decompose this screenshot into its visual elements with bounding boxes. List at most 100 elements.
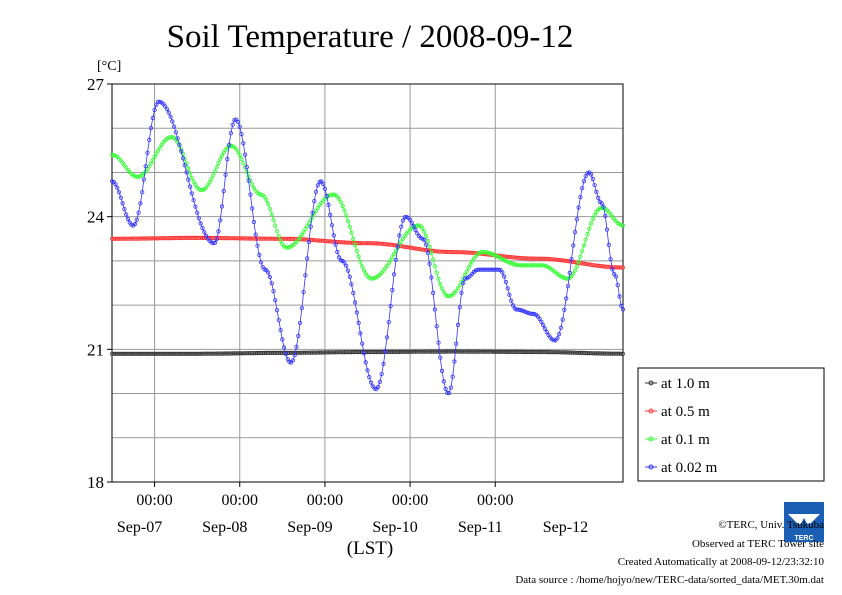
data-point (429, 275, 434, 280)
data-point (347, 224, 352, 229)
data-point (219, 153, 225, 158)
data-point (352, 300, 358, 305)
data-point (212, 169, 217, 174)
data-point (587, 226, 592, 231)
data-point (423, 233, 429, 238)
data-point (331, 192, 336, 197)
data-point (241, 161, 246, 166)
data-point (562, 307, 567, 312)
data-point (468, 262, 473, 267)
data-point (454, 341, 459, 346)
data-point (237, 153, 242, 158)
data-point (551, 338, 556, 343)
data-point (542, 263, 548, 268)
data-point (430, 290, 436, 295)
x-tick-label: 00:00 (307, 492, 343, 509)
data-point (120, 201, 125, 206)
data-point (143, 164, 148, 169)
data-point (172, 124, 177, 129)
data-point (113, 182, 118, 187)
data-point (361, 351, 367, 356)
legend-label: at 0.02 m (661, 460, 718, 476)
data-point (572, 230, 578, 235)
data-point (578, 254, 583, 259)
x-axis: 00:00 00:00 00:00 00:00 00:00 Sep-07 Sep-08 Sep… (117, 482, 588, 536)
legend: at 1.0 m at 0.5 m at 0.1 m at 0.02 m (645, 376, 718, 476)
y-tick-label: 24 (87, 208, 105, 227)
data-point (367, 374, 372, 380)
data-point (615, 282, 620, 288)
data-point (345, 219, 351, 224)
data-point (336, 255, 342, 260)
data-point (209, 177, 214, 182)
data-point (432, 307, 437, 312)
data-point (564, 296, 569, 301)
data-point (590, 216, 595, 222)
data-point (182, 163, 187, 168)
data-point (496, 267, 501, 272)
data-point (200, 226, 205, 231)
data-point (525, 310, 530, 315)
data-point (441, 379, 446, 384)
data-point (278, 327, 283, 333)
data-point (619, 303, 624, 308)
data-point (243, 152, 248, 157)
date-label: Sep-10 (372, 519, 417, 536)
data-point (134, 217, 139, 222)
data-point (565, 283, 571, 289)
copyright-text: ©TERC, Univ. Tsukuba (718, 519, 824, 531)
data-point (438, 355, 443, 360)
data-point (227, 142, 232, 147)
data-point (610, 267, 615, 272)
data-point (360, 341, 365, 346)
data-point (407, 217, 413, 222)
data-point (434, 270, 439, 275)
data-point (122, 207, 127, 212)
data-point (202, 230, 207, 235)
data-point (542, 326, 548, 331)
series-line (111, 101, 624, 394)
date-label: Sep-11 (458, 519, 503, 536)
terc-logo: TERC (784, 502, 824, 542)
created-text: Created Automatically at 2008-09-12/23:3… (617, 556, 824, 568)
data-point (383, 349, 388, 354)
y-tick-label: 18 (87, 473, 104, 492)
data-point (434, 324, 439, 329)
data-point (457, 283, 462, 288)
data-point (223, 172, 228, 177)
data-point (221, 188, 226, 194)
data-point (124, 212, 129, 217)
data-point (228, 131, 233, 136)
data-point (216, 229, 221, 234)
legend-label: at 0.5 m (661, 404, 710, 420)
data-point (250, 182, 255, 187)
series-4 (109, 99, 626, 396)
data-point (391, 251, 397, 256)
x-axis-label: (LST) (347, 538, 393, 559)
data-point (558, 325, 564, 330)
data-point (393, 248, 398, 253)
data-point (299, 306, 304, 311)
observed-text: Observed at TERC Tower site (691, 538, 824, 550)
data-point (269, 281, 274, 286)
data-point (342, 260, 347, 265)
data-point (439, 286, 445, 291)
data-point (455, 286, 461, 291)
data-point (313, 208, 319, 213)
data-point (145, 167, 150, 172)
data-point (336, 196, 342, 202)
data-point (501, 274, 507, 279)
data-point (262, 267, 267, 272)
data-point (592, 213, 597, 218)
data-point (271, 217, 276, 222)
data-point (354, 248, 359, 253)
data-point (170, 119, 175, 124)
data-point (273, 298, 278, 303)
data-point (544, 329, 549, 335)
data-point (446, 390, 452, 396)
data-point (180, 156, 186, 161)
data-point (335, 249, 340, 255)
data-point (384, 335, 390, 340)
data-point (267, 274, 272, 280)
data-point (572, 268, 578, 273)
